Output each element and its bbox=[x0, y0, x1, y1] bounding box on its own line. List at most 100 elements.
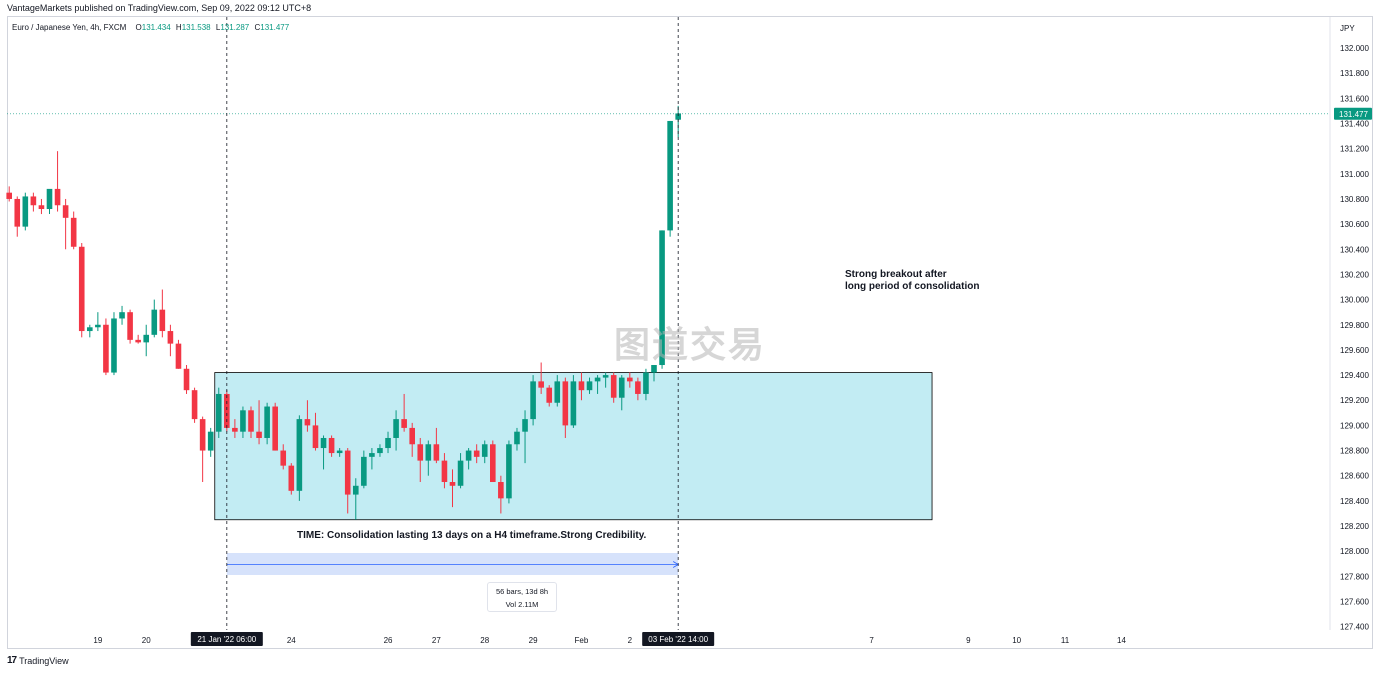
breakout-line-2: long period of consolidation bbox=[845, 281, 980, 292]
candle-down bbox=[562, 381, 569, 426]
candle-up bbox=[530, 381, 536, 420]
left-time-label: 21 Jan '22 06:00 bbox=[197, 635, 256, 644]
candle-down bbox=[449, 482, 456, 486]
y-tick-label: 127.400 bbox=[1340, 623, 1369, 632]
symbol-name: Euro / Japanese Yen, 4h, FXCM bbox=[12, 23, 127, 32]
y-tick-label: 131.200 bbox=[1340, 145, 1369, 154]
y-tick-label: 131.400 bbox=[1340, 119, 1369, 128]
current-price-label: 131.477 bbox=[1339, 110, 1368, 119]
low-value: 131.287 bbox=[220, 23, 250, 32]
y-tick-label: 128.000 bbox=[1340, 547, 1369, 556]
y-tick-label: 131.600 bbox=[1340, 94, 1369, 103]
candle-down bbox=[248, 410, 254, 432]
measure-volume-text: Vol 2.11M bbox=[505, 600, 539, 609]
candle-up bbox=[457, 460, 464, 486]
candle-up bbox=[361, 456, 367, 486]
breakout-annotation[interactable]: Strong breakout after long period of con… bbox=[845, 269, 979, 293]
x-tick-label: 11 bbox=[1061, 636, 1070, 645]
candle-down bbox=[272, 406, 278, 451]
footer: 17 TradingView bbox=[7, 655, 69, 667]
candle-up bbox=[675, 113, 681, 120]
candle-up bbox=[570, 381, 577, 426]
candle-down bbox=[30, 196, 37, 206]
close-value: 131.477 bbox=[260, 23, 290, 32]
y-tick-label: 129.200 bbox=[1340, 396, 1369, 405]
current-price-tag bbox=[1334, 107, 1372, 120]
candle-down bbox=[433, 444, 440, 461]
right-time-label: 03 Feb '22 14:00 bbox=[648, 635, 708, 644]
candle-down bbox=[135, 339, 141, 343]
candle-up bbox=[618, 377, 625, 398]
candle-down bbox=[441, 460, 448, 483]
low-label: L bbox=[215, 23, 221, 32]
y-tick-label: 131.000 bbox=[1340, 170, 1369, 179]
x-tick-label: 27 bbox=[432, 636, 441, 645]
y-tick-label: 129.800 bbox=[1340, 321, 1369, 330]
candle-up bbox=[95, 324, 101, 328]
x-tick-label: 20 bbox=[142, 636, 151, 645]
y-tick-label: 127.800 bbox=[1340, 572, 1369, 581]
open-value: 131.434 bbox=[141, 23, 171, 32]
candle-up bbox=[385, 437, 391, 449]
candle-up bbox=[506, 444, 512, 499]
breakout-line-1: Strong breakout after bbox=[845, 269, 947, 280]
candle-up bbox=[481, 444, 488, 457]
candle-up bbox=[119, 312, 125, 319]
candle-down bbox=[546, 387, 553, 403]
y-tick-label: 128.800 bbox=[1340, 447, 1369, 456]
candle-down bbox=[328, 437, 335, 454]
candle-up bbox=[320, 437, 327, 449]
candle-up bbox=[264, 406, 270, 438]
y-tick-label: 129.000 bbox=[1340, 421, 1369, 430]
candle-up bbox=[602, 375, 609, 378]
watermark: 图道交易 bbox=[614, 324, 767, 365]
candle-up bbox=[667, 120, 673, 231]
candle-up bbox=[594, 377, 601, 382]
candle-up bbox=[111, 318, 117, 373]
candle-down bbox=[538, 381, 544, 388]
x-tick-label: 14 bbox=[1117, 636, 1126, 645]
x-tick-label: Feb bbox=[575, 636, 589, 645]
candle-up bbox=[643, 372, 649, 394]
candle-down bbox=[256, 431, 262, 438]
candle-down bbox=[78, 246, 85, 332]
y-tick-label: 132.000 bbox=[1340, 44, 1369, 53]
candle-up bbox=[659, 230, 665, 366]
candle-down bbox=[6, 192, 12, 199]
candle-up bbox=[425, 444, 432, 461]
y-tick-label: 130.400 bbox=[1340, 245, 1369, 254]
candle-down bbox=[167, 331, 174, 344]
high-label: H bbox=[175, 23, 182, 32]
candle-up bbox=[586, 381, 593, 391]
candle-down bbox=[191, 390, 198, 420]
candle-down bbox=[183, 368, 190, 391]
candle-down bbox=[610, 375, 617, 398]
x-tick-label: 7 bbox=[869, 636, 874, 645]
candle-up bbox=[465, 450, 472, 461]
open-label: O bbox=[135, 23, 142, 32]
candle-up bbox=[336, 450, 343, 454]
x-tick-label: 28 bbox=[480, 636, 489, 645]
candle-down bbox=[498, 482, 504, 499]
candle-down bbox=[627, 377, 633, 382]
x-tick-label: 29 bbox=[529, 636, 538, 645]
y-tick-label: 128.400 bbox=[1340, 497, 1369, 506]
x-tick-label: 2 bbox=[628, 636, 633, 645]
y-tick-label: 130.600 bbox=[1340, 220, 1369, 229]
high-value: 131.538 bbox=[181, 23, 211, 32]
x-tick-label: 24 bbox=[287, 636, 296, 645]
chart-frame[interactable] bbox=[7, 16, 1373, 649]
candle-down bbox=[175, 343, 182, 369]
candle-up bbox=[215, 393, 222, 432]
candle-down bbox=[224, 393, 230, 428]
candle-up bbox=[369, 453, 375, 457]
candle-down bbox=[312, 425, 319, 449]
y-tick-label: 130.800 bbox=[1340, 195, 1369, 204]
published-text: VantageMarkets published on TradingView.… bbox=[7, 3, 312, 13]
candle-down bbox=[103, 324, 109, 373]
candle-down bbox=[127, 312, 133, 340]
time-annotation[interactable]: TIME: Consolidation lasting 13 days on a… bbox=[297, 530, 647, 541]
candle-down bbox=[62, 205, 69, 218]
candle-up bbox=[22, 196, 29, 227]
